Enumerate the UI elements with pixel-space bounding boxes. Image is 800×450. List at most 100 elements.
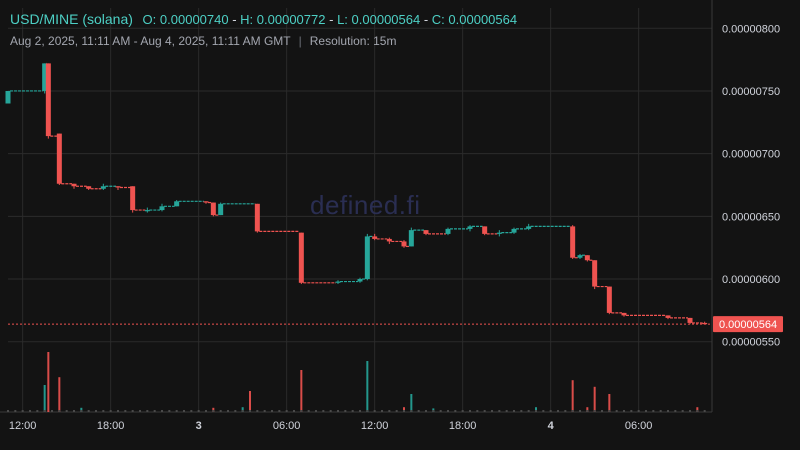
- high-label: H:: [240, 12, 254, 27]
- volume-bar-minor: [102, 410, 105, 412]
- candle-body: [174, 201, 180, 207]
- volume-bar-minor: [43, 410, 46, 412]
- candle-body: [592, 260, 598, 287]
- candle-body: [606, 286, 612, 313]
- candle-body: [86, 186, 92, 189]
- volume-bar: [586, 407, 589, 412]
- time-axis-tick-label: 06:00: [625, 420, 653, 432]
- volume-bar-minor: [7, 410, 9, 412]
- time-axis-tick-label: 12:00: [9, 420, 37, 432]
- volume-bar-minor: [300, 410, 303, 412]
- volume-bar-minor: [557, 410, 559, 412]
- volume-bar: [47, 352, 50, 412]
- volume-bar-minor: [161, 410, 163, 412]
- volume-bar-minor: [249, 410, 251, 412]
- time-axis-tick-label: 18:00: [449, 420, 477, 432]
- volume-bar-minor: [219, 410, 222, 412]
- volume-bar-minor: [381, 410, 383, 412]
- volume-bar-minor: [637, 410, 640, 412]
- current-price-tag-label: 0.00000564: [719, 319, 777, 331]
- volume-bar-minor: [131, 410, 134, 412]
- price-axis-tick-label: 0.00000800: [722, 23, 780, 35]
- volume-bar-minor: [601, 410, 603, 412]
- volume-bar: [241, 407, 244, 412]
- volume-bar-minor: [542, 410, 545, 412]
- time-axis-tick-label: 18:00: [97, 420, 125, 432]
- volume-bar-minor: [139, 410, 141, 412]
- low-value: 0.00000564: [351, 12, 421, 27]
- candle-body: [408, 230, 414, 247]
- open-value: 0.00000740: [159, 12, 229, 27]
- volume-bar-minor: [190, 410, 193, 412]
- low-label: L:: [337, 12, 348, 27]
- candle-body: [130, 186, 136, 211]
- current-price-tag: [713, 316, 783, 333]
- volume-bar-minor: [307, 410, 310, 412]
- volume-bar-minor: [285, 410, 288, 412]
- volume-bar-minor: [51, 410, 53, 412]
- chart-header: USD/MINE (solana) O: 0.00000740 - H: 0.0…: [10, 10, 517, 50]
- volume-bar-minor: [454, 410, 457, 412]
- volume-bar: [696, 407, 699, 412]
- price-axis-tick-label: 0.00000600: [722, 274, 780, 286]
- volume-bar: [571, 380, 574, 412]
- candle-body: [159, 206, 165, 211]
- candle-body: [335, 281, 341, 283]
- volume-bar-minor: [359, 410, 361, 412]
- candle-body: [357, 279, 363, 282]
- volume-bar: [80, 407, 83, 412]
- candle-body: [577, 255, 583, 258]
- volume-bar-minor: [476, 410, 479, 412]
- volume-bar-minor: [652, 410, 655, 412]
- candle-body: [702, 322, 708, 325]
- volume-bar: [410, 394, 413, 412]
- candle-body: [254, 203, 260, 232]
- candle-body: [511, 228, 517, 233]
- candle-body: [423, 230, 429, 234]
- volume-bar: [403, 407, 405, 412]
- volume-bar-minor: [205, 410, 207, 412]
- high-value: 0.00000772: [256, 12, 326, 27]
- volume-bar-minor: [681, 410, 684, 412]
- volume-bar-minor: [241, 410, 244, 412]
- volume-bar-minor: [674, 410, 677, 412]
- volume-bar-minor: [109, 410, 112, 412]
- volume-bar-minor: [564, 410, 567, 412]
- volume-bar-minor: [293, 410, 295, 412]
- candle-body: [298, 232, 304, 283]
- watermark: defined.fi: [310, 190, 421, 220]
- time-axis-tick-label: 3: [196, 420, 202, 432]
- volume-bar-minor: [461, 410, 464, 412]
- volume-bar-minor: [168, 410, 171, 412]
- volume-bar-minor: [410, 410, 413, 412]
- volume-bar-minor: [447, 410, 449, 412]
- volume-bar-minor: [21, 410, 24, 412]
- volume-bar-minor: [593, 410, 596, 412]
- volume-bar-minor: [703, 410, 706, 412]
- candle-body: [445, 228, 451, 234]
- price-axis-tick-label: 0.00000550: [722, 337, 780, 349]
- volume-bar-minor: [483, 410, 486, 412]
- candle-body: [482, 226, 488, 234]
- volume-bar-minor: [73, 410, 75, 412]
- volume-bar: [212, 407, 215, 412]
- volume-bar: [300, 370, 303, 412]
- volume-bar-minor: [395, 410, 398, 412]
- volume-bar-minor: [491, 410, 493, 412]
- time-axis-tick-label: 06:00: [273, 420, 301, 432]
- range-separator: |: [298, 34, 302, 48]
- candle-body: [100, 186, 106, 189]
- volume-bar-minor: [549, 410, 552, 412]
- volume-bar-minor: [425, 410, 427, 412]
- volume-bar: [366, 361, 369, 412]
- volume-bar-minor: [344, 410, 347, 412]
- volume-bar-minor: [234, 410, 237, 412]
- volume-bar-minor: [153, 410, 156, 412]
- volume-bar-minor: [579, 410, 581, 412]
- volume-bar-minor: [527, 410, 530, 412]
- volume-bar-minor: [315, 410, 317, 412]
- candle-body: [203, 201, 209, 203]
- volume-bar-minor: [212, 410, 215, 412]
- volume-bar-minor: [439, 410, 442, 412]
